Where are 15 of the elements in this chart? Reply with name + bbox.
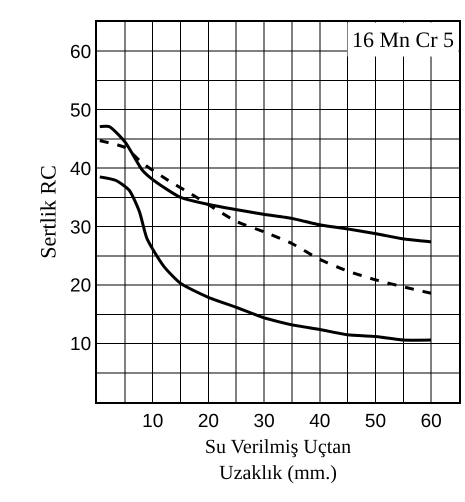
x-axis-title: Su Verilmiş Uçtan Uzaklık (mm.) (204, 436, 352, 484)
y-tick-label: 40 (70, 158, 92, 180)
y-tick-label: 30 (70, 217, 92, 238)
x-tick-label: 30 (254, 410, 275, 432)
y-tick-label: 10 (70, 334, 92, 356)
x-tick-label: 10 (142, 410, 164, 432)
x-tick-label: 60 (420, 410, 442, 432)
x-tick-label: 20 (198, 410, 219, 432)
y-tick-label: 20 (70, 276, 92, 297)
x-tick-label: 50 (364, 410, 386, 432)
annotation: 16 Mn Cr 5 (352, 27, 454, 52)
y-tick-label: 60 (70, 42, 92, 63)
y-tick-label: 50 (70, 100, 92, 122)
x-tick-label: 40 (309, 410, 330, 432)
y-axis-title: Sertlik RC (35, 165, 60, 259)
